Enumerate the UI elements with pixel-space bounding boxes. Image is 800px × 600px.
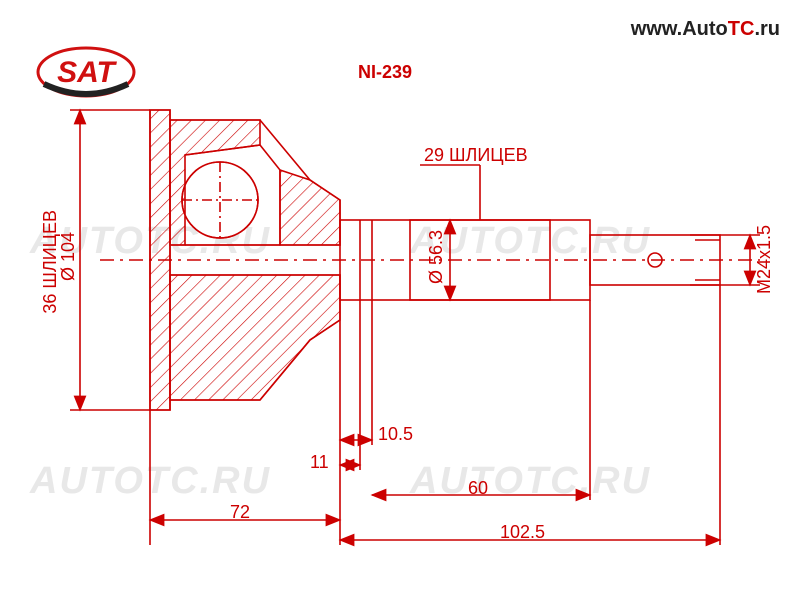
dim-groove-offset: 10.5 bbox=[378, 424, 413, 445]
part-number: NI-239 bbox=[358, 62, 412, 83]
dim-shaft-diameter: Ø 56.3 bbox=[426, 230, 447, 284]
technical-drawing bbox=[0, 0, 800, 600]
dim-thread: M24x1.5 bbox=[754, 225, 775, 294]
dim-body-length: 72 bbox=[230, 502, 250, 523]
dim-total-shaft: 102.5 bbox=[500, 522, 545, 543]
dim-outer-diameter: Ø 104 bbox=[58, 232, 79, 281]
dim-inner-splines: 29 ШЛИЦЕВ bbox=[424, 145, 528, 166]
dim-step-offset: 11 bbox=[310, 452, 329, 473]
dim-shaft-section: 60 bbox=[468, 478, 488, 499]
